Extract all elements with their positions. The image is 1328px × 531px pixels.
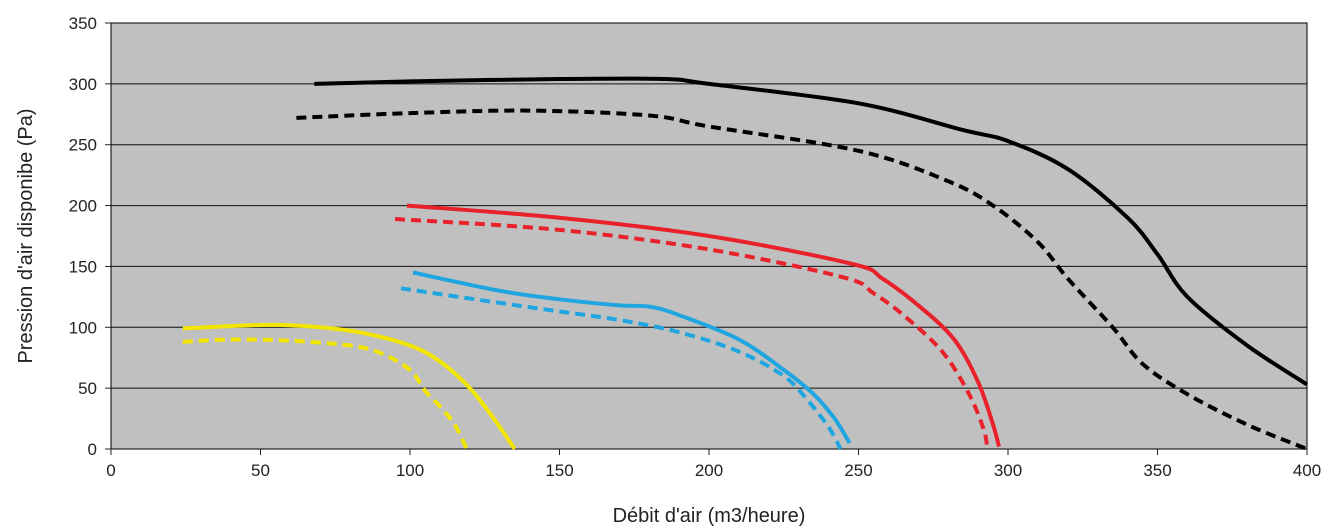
- series-line-4-dashed: [394, 217, 990, 450]
- series-line-8-dashed: [182, 337, 469, 450]
- y-tick-label: 200: [69, 197, 97, 216]
- series-line-5-solid: [412, 270, 852, 444]
- x-tick-label: 350: [1143, 461, 1171, 480]
- x-tick-label: 0: [106, 461, 115, 480]
- x-tick-label: 50: [251, 461, 270, 480]
- y-tick-label: 300: [69, 75, 97, 94]
- y-tick-label: 350: [69, 14, 97, 33]
- x-tick-label: 200: [695, 461, 723, 480]
- x-tick-label: 150: [545, 461, 573, 480]
- y-tick-label: 100: [69, 318, 97, 337]
- series-line-1-solid: [314, 76, 1309, 387]
- x-axis-ticks: 0 50 100 150 200 250 300 350 400: [106, 449, 1321, 480]
- y-tick-label: 0: [88, 440, 97, 459]
- x-tick-label: 250: [844, 461, 872, 480]
- series-lines: [182, 76, 1309, 451]
- x-axis-title: Débit d'air (m3/heure): [613, 505, 806, 527]
- x-tick-label: 100: [396, 461, 424, 480]
- y-tick-label: 250: [69, 136, 97, 155]
- series-line-3-solid: [406, 203, 1001, 448]
- y-axis-title: Pression d'air disponibe (Pa): [15, 108, 37, 363]
- y-tick-label: 50: [78, 379, 97, 398]
- series-line-7-solid: [182, 322, 517, 451]
- series-line-2-dashed: [296, 108, 1308, 451]
- x-tick-label: 400: [1293, 461, 1321, 480]
- y-tick-label: 150: [69, 257, 97, 276]
- x-tick-label: 300: [994, 461, 1022, 480]
- y-axis-ticks: 0 50 100 150 200 250 300 350: [69, 14, 111, 459]
- series-line-6-dashed: [400, 286, 843, 450]
